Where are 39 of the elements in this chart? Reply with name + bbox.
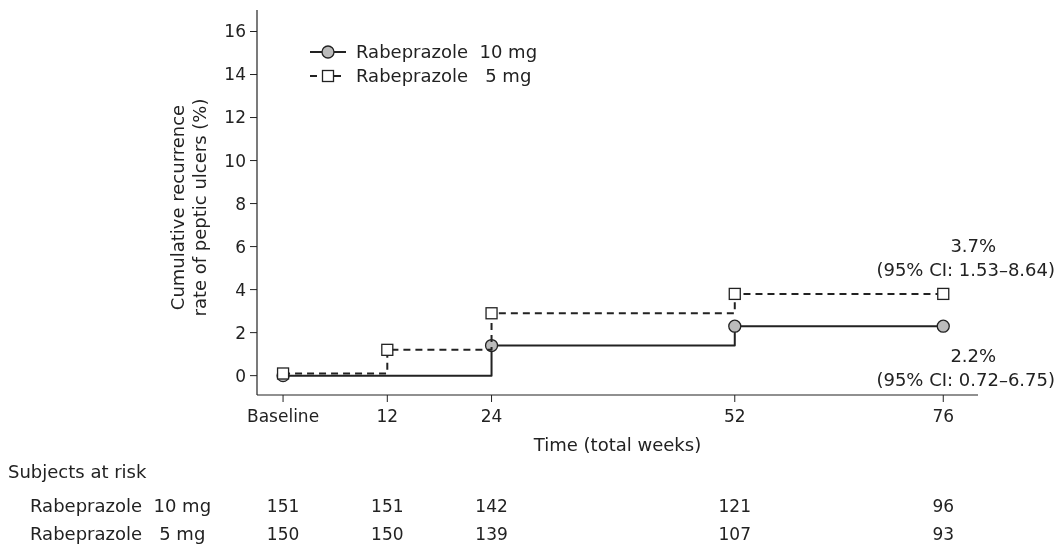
x-axis-title: Time (total weeks)	[532, 434, 702, 455]
text: 139	[475, 524, 508, 544]
text: 150	[371, 524, 404, 544]
y-tick-label: 0	[235, 365, 246, 386]
annotation: 2.2% (95% CI: 0.72–6.75)	[876, 345, 1055, 391]
legend-label: Rabeprazole 10 mg	[356, 41, 538, 63]
text: 151	[266, 496, 300, 516]
x-tick-label: 12	[376, 406, 399, 426]
annotation: 3.7% (95% CI: 1.53–8.64)	[876, 234, 1055, 280]
y-tick-label: 6	[235, 236, 246, 257]
x-tick-label: 52	[723, 406, 746, 426]
y-tick-label: 4	[235, 279, 246, 300]
text: Rabeprazole 5 mg	[30, 523, 206, 544]
x-tick-label: Baseline	[247, 406, 320, 426]
y-axis-title: Cumulative recurrence rate of peptic ulcers (%)	[167, 98, 210, 317]
point	[485, 307, 498, 320]
text: Rabeprazole 10 mg	[30, 495, 212, 516]
text: 142	[475, 496, 508, 516]
y-tick-label: 16	[224, 21, 246, 42]
text: 151	[371, 496, 404, 516]
point	[728, 319, 742, 333]
point	[381, 343, 394, 356]
point	[728, 287, 741, 301]
x-tick-label: 24	[480, 406, 503, 426]
text: 150	[266, 524, 300, 544]
text: 96	[932, 496, 955, 516]
text: 121	[718, 496, 751, 516]
point	[937, 287, 950, 301]
y-tick-label: 2	[235, 322, 246, 343]
x-tick-label: 76	[932, 406, 955, 426]
point	[936, 319, 950, 333]
text: 107	[718, 524, 751, 544]
y-tick-label: 8	[235, 193, 246, 214]
legend-label: Rabeprazole 5 mg	[356, 65, 532, 87]
y-tick-label: 12	[224, 107, 246, 128]
text: 93	[932, 524, 955, 544]
y-tick-label: 14	[224, 64, 246, 85]
text: Subjects at risk	[8, 461, 147, 482]
y-tick-label: 10	[224, 150, 246, 171]
